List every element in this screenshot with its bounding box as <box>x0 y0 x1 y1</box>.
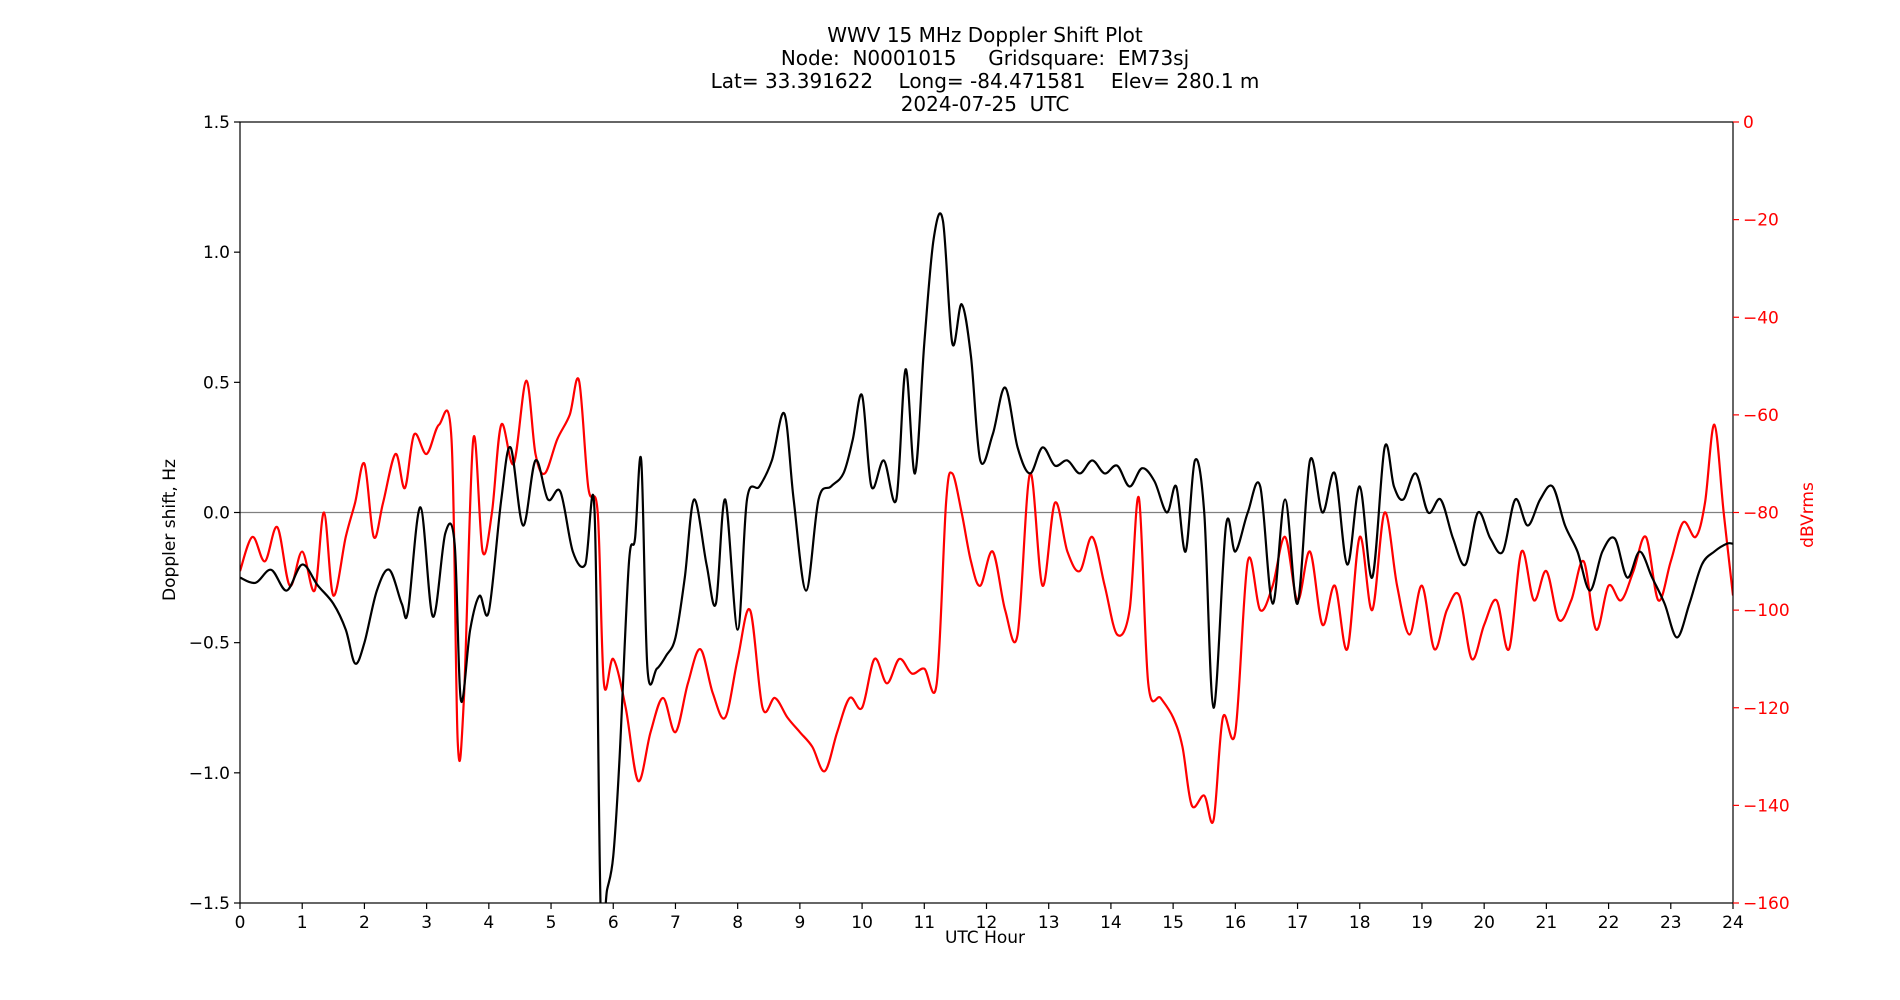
x-tick-label: 19 <box>1411 913 1433 933</box>
x-tick-label: 0 <box>235 913 246 933</box>
y-tick-label-right: −80 <box>1743 504 1779 524</box>
plot-area <box>240 212 1733 903</box>
y-tick-label-right: −120 <box>1743 699 1790 719</box>
x-tick-label: 7 <box>670 913 681 933</box>
x-tick-label: 24 <box>1722 913 1744 933</box>
x-tick-label: 11 <box>913 913 935 933</box>
y-tick-label-left: 1.5 <box>203 113 230 133</box>
title-line-2: Node: N0001015 Gridsquare: EM73sj <box>781 46 1189 70</box>
y-tick-label-left: −0.5 <box>189 634 230 654</box>
title-line-4: 2024-07-25 UTC <box>901 92 1070 116</box>
y-tick-label-left: 0.5 <box>203 373 230 393</box>
chart-title: WWV 15 MHz Doppler Shift Plot Node: N000… <box>711 23 1260 116</box>
y-tick-label-right: −160 <box>1743 894 1790 914</box>
x-tick-label: 23 <box>1660 913 1682 933</box>
axes: 0 1 2 3 4 5 6 7 8 9 10 11 12 13 14 15 16 17 18 19 20 21 22 23 24… <box>189 113 1790 933</box>
x-tick-label: 21 <box>1536 913 1558 933</box>
x-tick-label: 14 <box>1100 913 1122 933</box>
x-tick-label: 13 <box>1038 913 1060 933</box>
series-line-power <box>240 377 1733 824</box>
x-tick-label: 10 <box>851 913 873 933</box>
x-tick-label: 12 <box>976 913 998 933</box>
y-tick-label-right: −140 <box>1743 796 1790 816</box>
x-tick-label: 9 <box>794 913 805 933</box>
x-axis-label: UTC Hour <box>945 928 1025 948</box>
y-tick-label-right: −100 <box>1743 601 1790 621</box>
x-tick-label: 16 <box>1225 913 1247 933</box>
y-tick-label-left: −1.5 <box>189 894 230 914</box>
x-tick-label: 15 <box>1162 913 1184 933</box>
y-tick-label-left: 0.0 <box>203 504 230 524</box>
x-tick-label: 1 <box>297 913 308 933</box>
x-tick-label: 18 <box>1349 913 1371 933</box>
x-tick-label: 22 <box>1598 913 1620 933</box>
x-tick-label: 4 <box>483 913 494 933</box>
series-line-doppler <box>240 212 1733 903</box>
y-tick-label-right: 0 <box>1743 113 1754 133</box>
x-tick-label: 5 <box>546 913 557 933</box>
y-tick-label-right: −20 <box>1743 211 1779 231</box>
y-axis-label-left: Doppler shift, Hz <box>160 459 180 601</box>
x-tick-label: 8 <box>732 913 743 933</box>
title-line-3: Lat= 33.391622 Long= -84.471581 Elev= 28… <box>711 69 1260 93</box>
y-tick-label-right: −60 <box>1743 406 1779 426</box>
x-tick-label: 3 <box>421 913 432 933</box>
y-tick-label-left: −1.0 <box>189 764 230 784</box>
x-tick-label: 6 <box>608 913 619 933</box>
x-tick-label: 2 <box>359 913 370 933</box>
x-tick-label: 17 <box>1287 913 1309 933</box>
y-axis-label-right: dBVrms <box>1798 482 1818 548</box>
title-line-1: WWV 15 MHz Doppler Shift Plot <box>827 23 1143 47</box>
x-tick-label: 20 <box>1473 913 1495 933</box>
y-tick-label-right: −40 <box>1743 308 1779 328</box>
y-tick-label-left: 1.0 <box>203 243 230 263</box>
